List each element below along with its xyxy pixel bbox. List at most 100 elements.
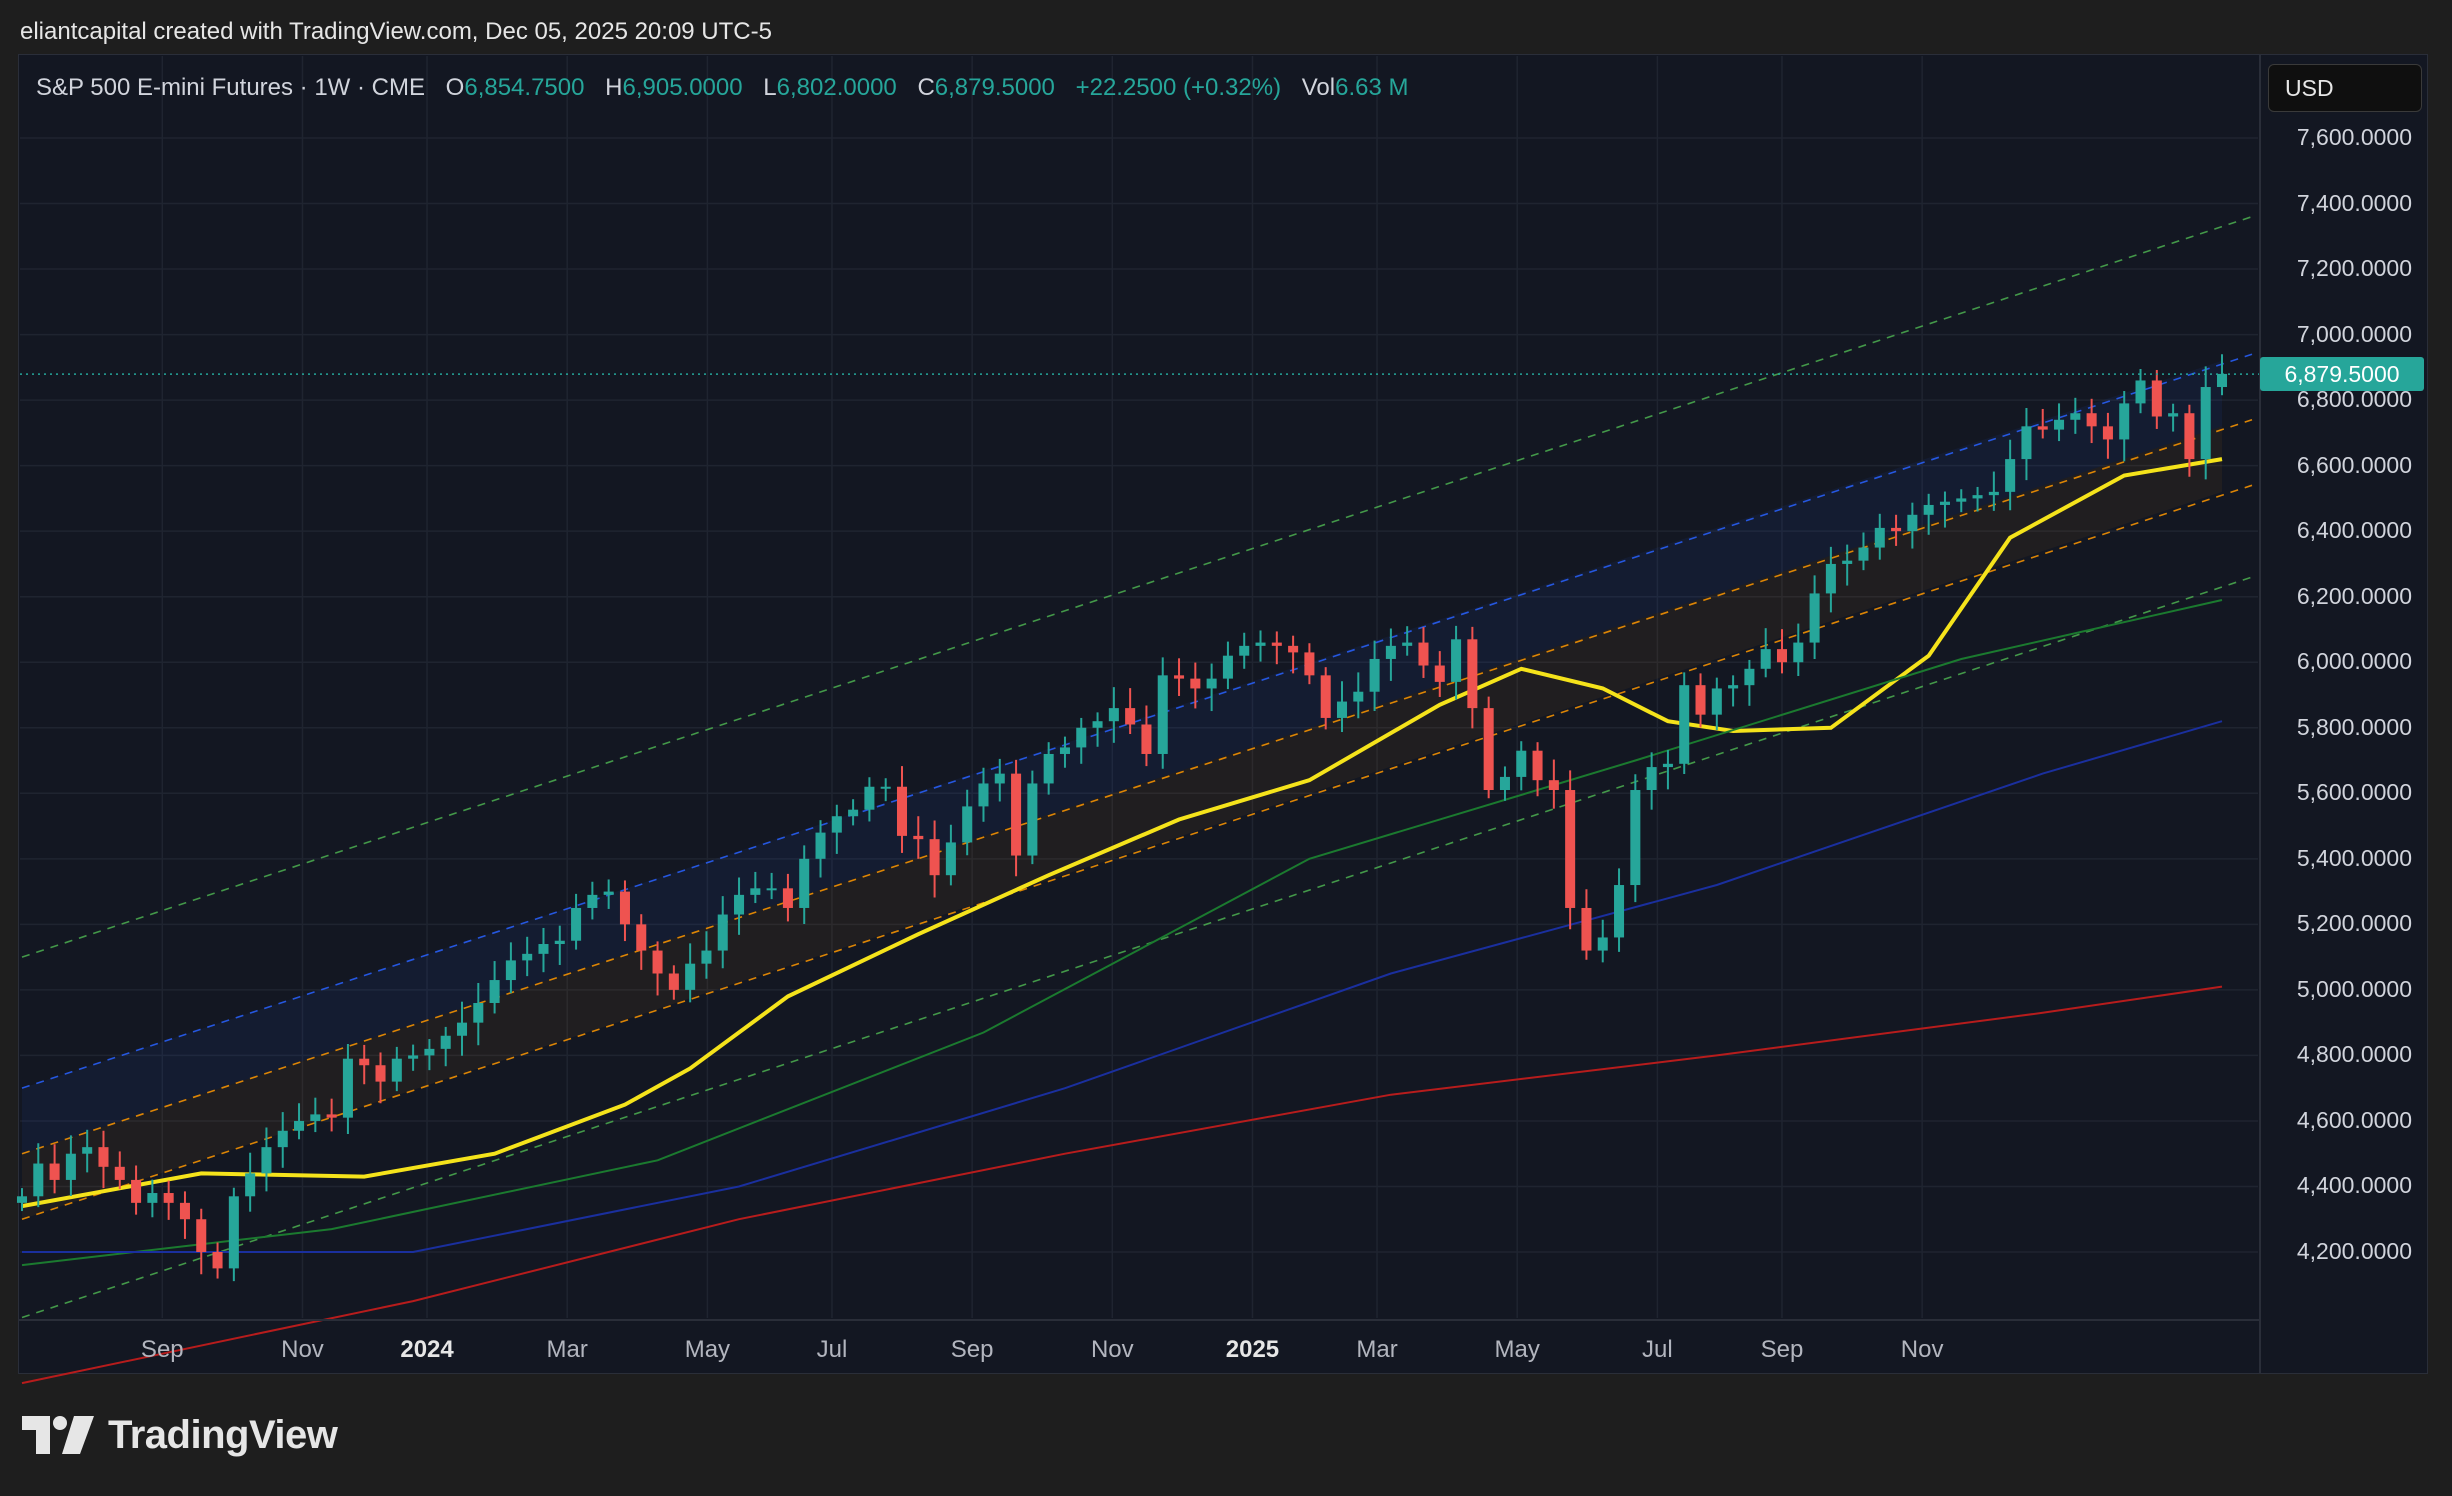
candle-body	[2184, 413, 2195, 460]
low-label: L	[763, 74, 777, 101]
candle-body	[750, 888, 761, 895]
tradingview-wordmark: TradingView	[108, 1412, 338, 1457]
candle-body	[1385, 645, 1396, 659]
candle-body	[636, 924, 647, 951]
candle-body	[1108, 708, 1119, 722]
candle-body	[1157, 675, 1168, 754]
low-value: 6,802.0000	[776, 74, 897, 101]
regression-channel	[21, 215, 2253, 1319]
candle-body	[1646, 767, 1657, 791]
candle-body	[408, 1055, 419, 1059]
price-tick: 6,200.0000	[2296, 582, 2412, 609]
time-tick: Nov	[1090, 1336, 1134, 1363]
candle-body	[1141, 724, 1152, 754]
candle-body	[1662, 763, 1673, 768]
candle-body	[1923, 504, 1934, 515]
candle-body	[114, 1166, 125, 1180]
candle-body	[473, 1002, 484, 1023]
candle-body	[668, 973, 679, 990]
candle-body	[1597, 937, 1608, 951]
candle-body	[294, 1120, 305, 1131]
candle-body	[2135, 380, 2146, 404]
price-tick: 6,600.0000	[2296, 451, 2412, 478]
candle-body	[1760, 649, 1771, 669]
candle-body	[505, 960, 516, 981]
candle-body	[1174, 675, 1185, 679]
candle-body	[2168, 413, 2179, 417]
candle-body	[1988, 491, 1999, 496]
volume-label: Vol	[1301, 74, 1336, 101]
price-tick: 7,600.0000	[2296, 124, 2412, 150]
candle-body	[2005, 459, 2016, 492]
time-tick: Nov	[281, 1336, 324, 1363]
channel-upper-fill	[22, 360, 2222, 1154]
candle-body	[848, 809, 859, 817]
candle-body	[1304, 652, 1315, 676]
time-tick: Mar	[546, 1336, 588, 1363]
close-label: C	[917, 74, 935, 101]
candle-body	[1043, 753, 1054, 784]
candle-body	[1288, 645, 1299, 653]
moving-average-line	[21, 599, 2223, 1267]
candle-body	[1499, 776, 1510, 791]
candle-body	[1076, 727, 1087, 748]
price-tick: 7,000.0000	[2296, 320, 2412, 347]
candle-body	[163, 1193, 174, 1203]
time-tick: May	[1494, 1336, 1540, 1363]
last-price-label: 6,879.5000	[2260, 357, 2424, 392]
price-tick: 4,200.0000	[2296, 1238, 2412, 1264]
symbol-name[interactable]: S&P 500 E-mini Futures · 1W · CME	[36, 74, 425, 101]
candle-body	[962, 806, 973, 843]
candle-body	[49, 1163, 60, 1180]
currency-button[interactable]: USD	[2268, 64, 2422, 112]
time-tick: Sep	[1760, 1336, 1804, 1363]
moving-average-line	[21, 985, 2223, 1385]
price-tick: 6,400.0000	[2296, 517, 2412, 544]
candle-body	[1402, 642, 1413, 646]
candle-body	[1516, 750, 1527, 777]
high-value: 6,905.0000	[622, 74, 743, 101]
candle-body	[424, 1048, 435, 1056]
candle-body	[945, 842, 956, 876]
candle-body	[261, 1147, 272, 1174]
candle-body	[1891, 527, 1902, 532]
chart-panel[interactable]	[18, 54, 2428, 1374]
time-tick: 2025	[1225, 1336, 1280, 1363]
candle-body	[1581, 907, 1592, 951]
candle-body	[880, 786, 891, 789]
candle-body	[1630, 790, 1641, 886]
candle-body	[734, 894, 745, 915]
channel-line	[21, 419, 2253, 1155]
candle-body	[2086, 413, 2097, 427]
candle-body	[1776, 649, 1788, 663]
candle-body	[2151, 380, 2162, 417]
candle-body	[717, 914, 728, 951]
channel-line	[21, 576, 2253, 1319]
candle-body	[978, 783, 989, 807]
candle-body	[1695, 685, 1706, 715]
candle-body	[1679, 685, 1690, 764]
candle-body	[1092, 721, 1103, 728]
candle-body	[131, 1179, 142, 1203]
price-tick: 5,400.0000	[2296, 844, 2412, 871]
channel-line	[21, 353, 2253, 1089]
candle-body	[2070, 413, 2081, 420]
price-tick: 7,200.0000	[2296, 255, 2412, 282]
candle-body	[1418, 642, 1429, 666]
candle-body	[994, 773, 1005, 784]
price-tick: 5,800.0000	[2296, 713, 2412, 740]
time-tick: Jul	[816, 1336, 848, 1363]
candle-body	[603, 891, 614, 895]
candle-body	[1353, 691, 1364, 702]
candle-body	[701, 950, 712, 964]
candle-body	[1483, 708, 1494, 791]
candle-body	[1548, 780, 1559, 791]
time-tick: Mar	[1356, 1336, 1398, 1363]
time-tick: Nov	[1900, 1336, 1944, 1363]
close-value: 6,879.5000	[934, 74, 1055, 101]
tradingview-logo: TradingView	[22, 1410, 338, 1460]
candle-body	[228, 1196, 239, 1269]
candle-body	[277, 1130, 288, 1148]
candle-body	[929, 839, 940, 876]
